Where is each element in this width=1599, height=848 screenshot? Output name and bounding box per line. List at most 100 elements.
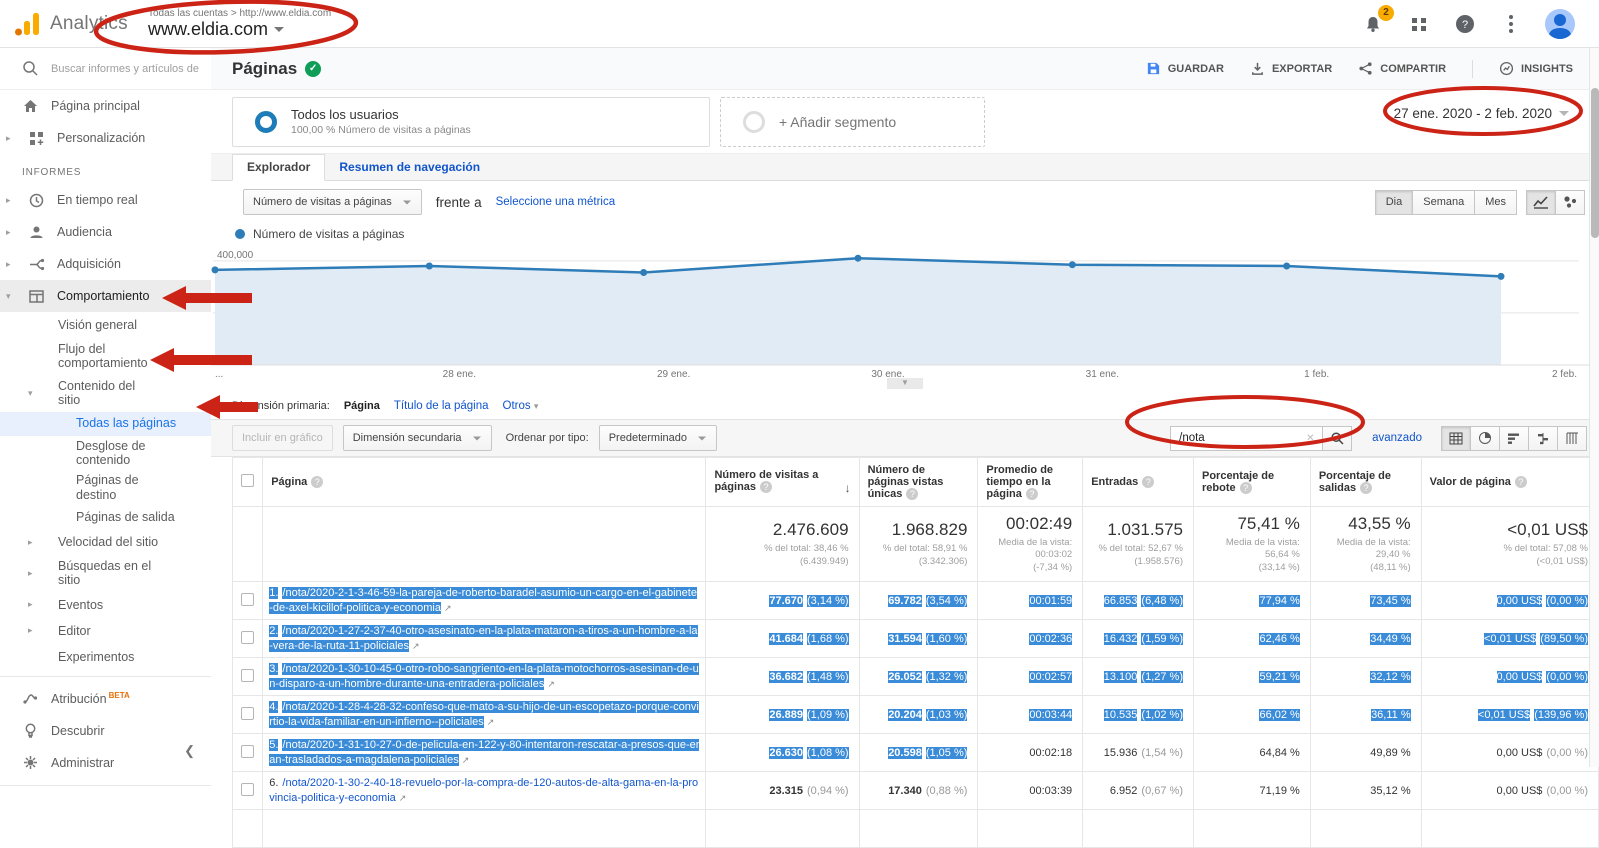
row-checkbox[interactable] xyxy=(241,782,255,796)
sidebar-item-personalization[interactable]: ▸ Personalización xyxy=(6,130,146,145)
sidebar-item-desglose-contenido[interactable]: Desglose de contenido xyxy=(76,438,146,467)
apps-grid-button[interactable] xyxy=(1407,12,1431,36)
sidebar-item-home[interactable]: Página principal xyxy=(0,90,211,122)
external-link-icon[interactable]: ↗ xyxy=(547,678,555,689)
granularity-week-button[interactable]: Semana xyxy=(1412,189,1476,215)
granularity-day-button[interactable]: Dia xyxy=(1374,189,1414,215)
tab-explorador[interactable]: Explorador xyxy=(232,154,326,181)
sidebar-item-descubrir[interactable]: Descubrir xyxy=(0,715,211,747)
chart-resize-handle[interactable]: ▼ xyxy=(887,378,923,389)
line-chart-view-button[interactable] xyxy=(1526,189,1556,215)
col-header-unicas[interactable]: Número de páginas vistas únicas? xyxy=(858,457,979,507)
col-header-visitas[interactable]: Número de visitas a páginas? ↓ xyxy=(705,457,860,507)
row-select-cell[interactable] xyxy=(231,619,264,659)
external-link-icon[interactable]: ↗ xyxy=(412,640,420,651)
sidebar-item-eventos[interactable]: ▸ Eventos xyxy=(28,597,104,612)
analytics-logo[interactable]: Analytics xyxy=(0,11,140,37)
clear-search-icon[interactable]: ✕ xyxy=(1306,432,1315,444)
sidebar-item-paginas-destino[interactable]: Páginas de destino xyxy=(76,473,139,502)
external-link-icon[interactable]: ↗ xyxy=(444,602,452,613)
date-range-selector[interactable]: 27 ene. 2020 - 2 feb. 2020 xyxy=(1394,106,1569,121)
page-url-link[interactable]: /nota/2020-1-27-2-37-40-otro-asesinato-e… xyxy=(269,625,698,652)
select-all-cell[interactable] xyxy=(231,457,264,507)
insights-button[interactable]: INSIGHTS xyxy=(1499,61,1573,76)
sidebar-item-atribucion[interactable]: Atribución BETA xyxy=(0,683,211,715)
row-checkbox[interactable] xyxy=(241,592,255,606)
sidebar-item-flujo-comportamiento[interactable]: Flujo del comportamiento xyxy=(58,342,148,371)
data-view-button[interactable] xyxy=(1441,425,1471,451)
help-icon[interactable]: ? xyxy=(1025,488,1038,500)
sidebar-item-experimentos[interactable]: Experimentos xyxy=(58,649,135,664)
sort-type-dropdown[interactable]: Predeterminado xyxy=(598,425,717,451)
dimension-otros[interactable]: Otros ▾ xyxy=(502,400,539,412)
external-link-icon[interactable]: ↗ xyxy=(486,716,495,727)
sidebar-search[interactable]: Buscar informes y artículos de xyxy=(0,48,211,90)
help-icon[interactable]: ? xyxy=(1239,482,1252,494)
row-checkbox[interactable] xyxy=(241,744,255,758)
row-checkbox[interactable] xyxy=(241,630,255,644)
help-icon[interactable]: ? xyxy=(1360,482,1373,494)
row-select-cell[interactable] xyxy=(231,581,264,621)
help-icon[interactable]: ? xyxy=(1514,476,1527,488)
performance-view-button[interactable] xyxy=(1499,425,1529,451)
page-url-link[interactable]: /nota/2020-2-1-3-46-59-la-pareja-de-robe… xyxy=(269,587,697,614)
more-options-button[interactable] xyxy=(1499,12,1523,36)
save-button[interactable]: GUARDAR xyxy=(1146,61,1224,76)
dimension-pagina[interactable]: Página xyxy=(343,400,380,412)
col-header-tiempo[interactable]: Promedio de tiempo en la página? xyxy=(977,457,1084,507)
row-select-cell[interactable] xyxy=(231,771,264,811)
sidebar-item-paginas-salida[interactable]: Páginas de salida xyxy=(76,509,175,524)
notifications-button[interactable]: 2 xyxy=(1361,4,1394,36)
external-link-icon[interactable]: ↗ xyxy=(461,754,470,765)
granularity-month-button[interactable]: Mes xyxy=(1474,189,1517,215)
export-button[interactable]: EXPORTAR xyxy=(1250,61,1332,76)
row-checkbox[interactable] xyxy=(241,706,255,720)
help-icon[interactable]: ? xyxy=(760,481,773,493)
sidebar-item-vision-general[interactable]: Visión general xyxy=(58,317,137,332)
pivot-view-button[interactable] xyxy=(1557,425,1587,451)
help-button[interactable]: ? xyxy=(1453,12,1477,36)
page-url-link[interactable]: /nota/2020-1-28-4-28-32-confeso-que-mato… xyxy=(269,701,699,728)
sidebar-item-realtime[interactable]: ▸ En tiempo real xyxy=(6,192,138,207)
percentage-view-button[interactable] xyxy=(1470,425,1500,451)
metric-dropdown[interactable]: Número de visitas a páginas xyxy=(243,189,422,215)
segment-all-users[interactable]: Todos los usuarios 100,00 % Número de vi… xyxy=(232,96,710,147)
sidebar-item-behavior[interactable]: ▾ Comportamiento xyxy=(0,280,211,312)
sidebar-item-contenido-sitio[interactable]: ▾ Contenido del sitio xyxy=(28,378,136,408)
sidebar-item-velocidad-sitio[interactable]: ▸ Velocidad del sitio xyxy=(28,534,159,549)
share-button[interactable]: COMPARTIR xyxy=(1358,61,1446,76)
scrollbar-thumb[interactable] xyxy=(1591,88,1599,238)
table-search-input[interactable] xyxy=(1170,425,1323,451)
sidebar-item-acquisition[interactable]: ▸ Adquisición xyxy=(6,256,121,271)
account-breadcrumb[interactable]: Todas las cuentas > http://www.eldia.com xyxy=(148,7,332,19)
row-checkbox[interactable] xyxy=(241,668,255,682)
page-url-link[interactable]: /nota/2020-1-30-10-45-0-otro-robo-sangri… xyxy=(269,663,699,690)
comparison-view-button[interactable] xyxy=(1528,425,1558,451)
help-icon[interactable]: ? xyxy=(311,476,324,488)
col-header-salidas[interactable]: Porcentaje de salidas? xyxy=(1309,457,1422,507)
page-scrollbar[interactable] xyxy=(1589,48,1599,767)
col-header-rebote[interactable]: Porcentaje de rebote? xyxy=(1192,457,1311,507)
help-icon[interactable]: ? xyxy=(906,488,919,500)
row-select-cell[interactable] xyxy=(231,695,264,735)
help-icon[interactable]: ? xyxy=(1142,476,1155,488)
page-url-link[interactable]: /nota/2020-1-31-10-27-0-de-pelicula-en-1… xyxy=(269,739,700,766)
add-segment-button[interactable]: + Añadir segmento xyxy=(720,96,985,147)
secondary-dimension-dropdown[interactable]: Dimensión secundaria xyxy=(342,425,492,451)
motion-chart-view-button[interactable] xyxy=(1555,189,1585,215)
dimension-titulo-pagina[interactable]: Título de la página xyxy=(393,400,489,412)
sidebar-item-editor[interactable]: ▸ Editor xyxy=(28,623,91,638)
timeseries-chart[interactable]: 200,000400,000...28 ene.29 ene.30 ene.31… xyxy=(211,245,1599,389)
search-button[interactable] xyxy=(1322,425,1353,451)
sidebar-item-audience[interactable]: ▸ Audiencia xyxy=(6,224,112,239)
col-header-valor[interactable]: Valor de página? xyxy=(1420,457,1599,507)
select-metric-link[interactable]: Seleccione una métrica xyxy=(495,196,616,208)
col-header-pagina[interactable]: Página? xyxy=(262,457,707,507)
sidebar-collapse-button[interactable]: ❮ xyxy=(184,743,195,758)
page-url-link[interactable]: /nota/2020-1-30-2-40-18-revuelo-por-la-c… xyxy=(269,777,699,804)
tab-resumen-navegacion[interactable]: Resumen de navegación xyxy=(339,160,481,174)
user-avatar[interactable] xyxy=(1545,8,1575,39)
sidebar-item-busquedas-sitio[interactable]: ▸ Búsquedas en el sitio xyxy=(28,559,152,588)
row-select-cell[interactable] xyxy=(231,657,264,697)
col-header-entradas[interactable]: Entradas? xyxy=(1082,457,1194,507)
